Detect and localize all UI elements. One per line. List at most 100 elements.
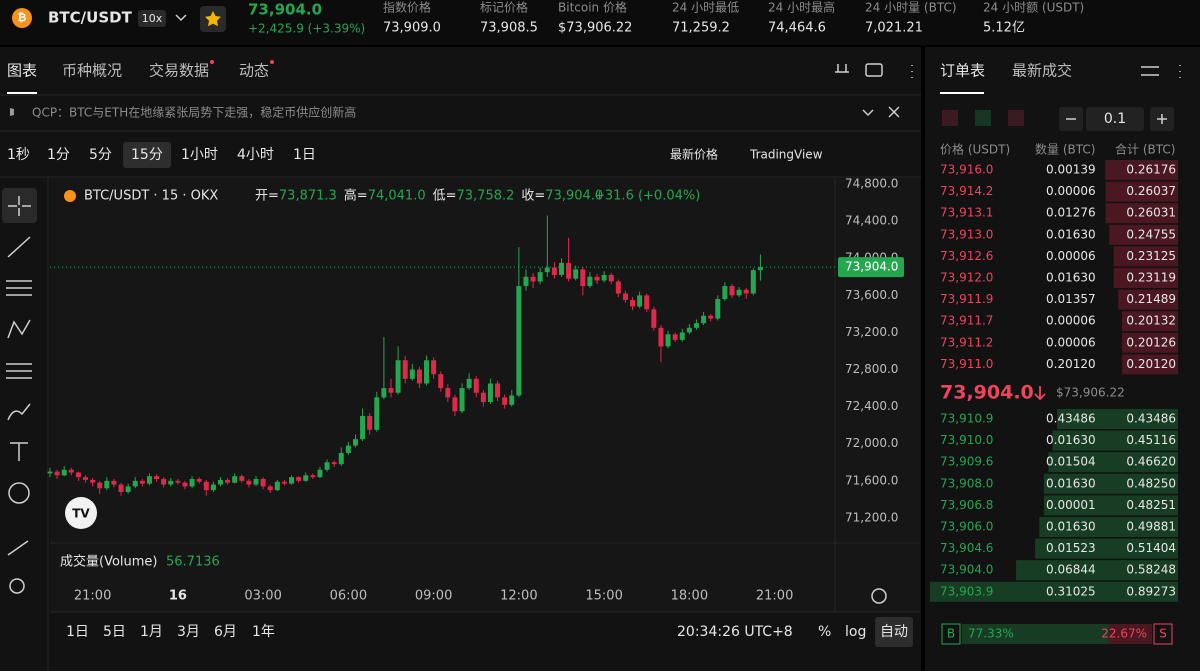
candle-body xyxy=(480,392,486,403)
range-button[interactable]: 3月 xyxy=(177,624,200,640)
sell-ratio-bar xyxy=(1108,624,1152,644)
candle-body xyxy=(139,480,145,484)
interval[interactable]: 1日 xyxy=(293,147,316,163)
book-view-bids[interactable] xyxy=(975,110,991,126)
book-tab[interactable]: 订单表 xyxy=(940,62,985,80)
tv-logo xyxy=(65,497,97,529)
book-price: 73,916.0 xyxy=(940,163,993,177)
range-button[interactable]: 1日 xyxy=(66,624,89,640)
candle-body xyxy=(374,397,380,430)
ruler-tool[interactable] xyxy=(7,540,29,556)
book-qty: 0.00001 xyxy=(1046,498,1096,512)
news-controls[interactable] xyxy=(862,106,900,118)
last-price-label: 73,904.0 xyxy=(845,260,898,274)
book-price: 73,903.9 xyxy=(940,584,993,598)
candle-body xyxy=(630,299,636,307)
symbol-dropdown[interactable] xyxy=(175,14,187,22)
candle-body xyxy=(395,360,401,393)
last-price: 73,904.0 xyxy=(248,1,322,19)
chart-engine[interactable]: TradingView xyxy=(749,148,823,162)
tab-dot xyxy=(210,60,215,64)
alert-icon[interactable] xyxy=(835,64,849,73)
interval[interactable]: 1秒 xyxy=(7,147,30,163)
text-tool[interactable] xyxy=(10,442,28,461)
stat-value: 74,464.6 xyxy=(768,21,826,36)
tab[interactable]: 动态 xyxy=(239,62,269,80)
depth-bar xyxy=(1043,495,1178,516)
crosshair-tool[interactable] xyxy=(8,196,31,216)
candle-body xyxy=(445,388,451,398)
volume-label: 成交量(Volume) xyxy=(60,554,158,570)
settings-icon[interactable] xyxy=(871,588,887,604)
price-source[interactable]: 最新价格 xyxy=(670,147,718,162)
book-qty: 0.31025 xyxy=(1046,584,1096,598)
tv-logo-glyph: TV xyxy=(72,507,90,521)
candle-body xyxy=(416,369,422,384)
book-total: 0.23125 xyxy=(1126,249,1176,263)
book-view-both[interactable] xyxy=(942,110,958,126)
candle-body xyxy=(750,270,756,294)
book-tab[interactable]: 最新成交 xyxy=(1012,62,1072,80)
depth-bar xyxy=(1048,452,1178,473)
candle-body xyxy=(352,439,358,446)
interval[interactable]: 15分 xyxy=(131,147,163,163)
book-qty: 0.06844 xyxy=(1046,563,1096,577)
range-button[interactable]: 6月 xyxy=(214,624,237,640)
emoji-tool[interactable] xyxy=(8,482,30,504)
pattern-tool[interactable] xyxy=(7,319,31,339)
log-toggle[interactable]: log xyxy=(845,624,866,640)
candle-body xyxy=(246,480,252,485)
fib-tool[interactable] xyxy=(6,363,32,379)
stat-label: 24 小时最高 xyxy=(768,0,835,15)
candle-body xyxy=(729,286,735,296)
book-total: 0.48250 xyxy=(1126,476,1176,490)
plus-icon xyxy=(1157,114,1167,124)
candle-body xyxy=(289,477,295,484)
interval[interactable]: 1小时 xyxy=(181,147,218,163)
book-qty: 0.01357 xyxy=(1046,292,1096,306)
x-tick-label: 03:00 xyxy=(244,589,281,604)
candle-body xyxy=(644,295,650,310)
book-settings-icon[interactable] xyxy=(1141,66,1159,76)
candle-body xyxy=(381,388,387,398)
depth-bar xyxy=(1105,160,1178,180)
brush-tool[interactable] xyxy=(7,403,31,421)
symbol[interactable]: BTC/USDT xyxy=(48,9,133,27)
book-total: 0.49881 xyxy=(1126,520,1176,534)
interval[interactable]: 1分 xyxy=(47,147,70,163)
line-tool[interactable] xyxy=(7,236,31,258)
candle-body xyxy=(296,477,302,481)
news-text[interactable]: QCP：BTC与ETH在地缘紧张局势下走强，稳定币供应创新高 xyxy=(32,105,356,120)
auto-box xyxy=(875,617,913,647)
stat-value: $73,906.22 xyxy=(558,21,632,36)
tool-selected[interactable] xyxy=(2,188,37,223)
range-button[interactable]: 1月 xyxy=(140,624,163,640)
y-tick-label: 72,400.0 xyxy=(845,399,898,413)
ohlc-label: 开= xyxy=(255,189,279,204)
range-button[interactable]: 5日 xyxy=(103,624,126,640)
percent-toggle[interactable]: % xyxy=(818,624,831,640)
channel-tool[interactable] xyxy=(6,280,32,296)
precision[interactable]: 0.1 xyxy=(1104,111,1126,127)
range-button[interactable]: 1年 xyxy=(252,624,275,640)
candle-body xyxy=(679,332,685,340)
depth-bar xyxy=(1105,203,1178,224)
candle-body xyxy=(608,274,614,282)
book-price: 73,904.6 xyxy=(940,541,993,555)
zoom-tool[interactable] xyxy=(9,578,25,594)
auto-toggle[interactable]: 自动 xyxy=(880,624,908,640)
tab[interactable]: 币种概况 xyxy=(62,62,122,80)
book-total: 0.23119 xyxy=(1126,271,1176,285)
precision-box[interactable] xyxy=(1086,107,1144,131)
interval[interactable]: 4小时 xyxy=(237,147,274,163)
book-price: 73,911.2 xyxy=(940,335,993,349)
stat-label: 24 小时量 (BTC) xyxy=(865,1,957,15)
book-view-asks[interactable] xyxy=(1008,110,1024,126)
book-header: 价格 (USDT) xyxy=(940,142,1010,157)
candle-body xyxy=(388,388,394,393)
layout-icon[interactable] xyxy=(865,63,883,77)
interval[interactable]: 5分 xyxy=(89,147,112,163)
tab[interactable]: 图表 xyxy=(7,62,37,80)
tab[interactable]: 交易数据 xyxy=(149,62,209,80)
